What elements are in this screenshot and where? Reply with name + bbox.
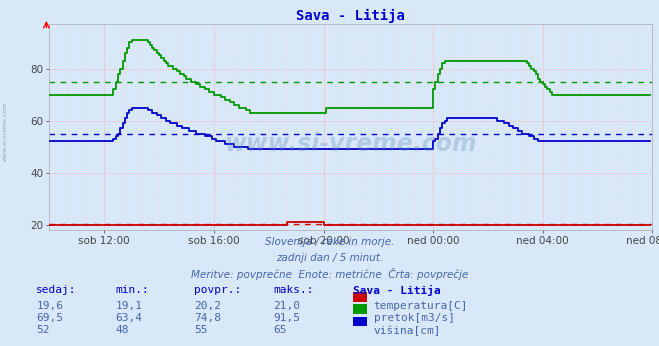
Text: 21,0: 21,0 [273, 301, 301, 311]
Text: 19,6: 19,6 [36, 301, 63, 311]
Text: Sava - Litija: Sava - Litija [353, 285, 440, 297]
Text: 19,1: 19,1 [115, 301, 142, 311]
Text: temperatura[C]: temperatura[C] [374, 301, 468, 311]
Text: www.si-vreme.com: www.si-vreme.com [3, 102, 8, 161]
Text: 74,8: 74,8 [194, 313, 221, 323]
Text: 65: 65 [273, 325, 287, 335]
Text: pretok[m3/s]: pretok[m3/s] [374, 313, 455, 323]
Text: 52: 52 [36, 325, 49, 335]
Text: Meritve: povprečne  Enote: metrične  Črta: povprečje: Meritve: povprečne Enote: metrične Črta:… [191, 268, 468, 280]
Text: www.si-vreme.com: www.si-vreme.com [225, 131, 477, 156]
Text: 63,4: 63,4 [115, 313, 142, 323]
Text: min.:: min.: [115, 285, 149, 295]
Title: Sava - Litija: Sava - Litija [297, 9, 405, 23]
Text: maks.:: maks.: [273, 285, 314, 295]
Text: 48: 48 [115, 325, 129, 335]
Text: zadnji dan / 5 minut.: zadnji dan / 5 minut. [276, 253, 383, 263]
Text: 20,2: 20,2 [194, 301, 221, 311]
Text: 69,5: 69,5 [36, 313, 63, 323]
Text: sedaj:: sedaj: [36, 285, 76, 295]
Text: višina[cm]: višina[cm] [374, 325, 441, 336]
Text: 91,5: 91,5 [273, 313, 301, 323]
Text: Slovenija / reke in morje.: Slovenija / reke in morje. [265, 237, 394, 247]
Text: 55: 55 [194, 325, 208, 335]
Text: povpr.:: povpr.: [194, 285, 242, 295]
